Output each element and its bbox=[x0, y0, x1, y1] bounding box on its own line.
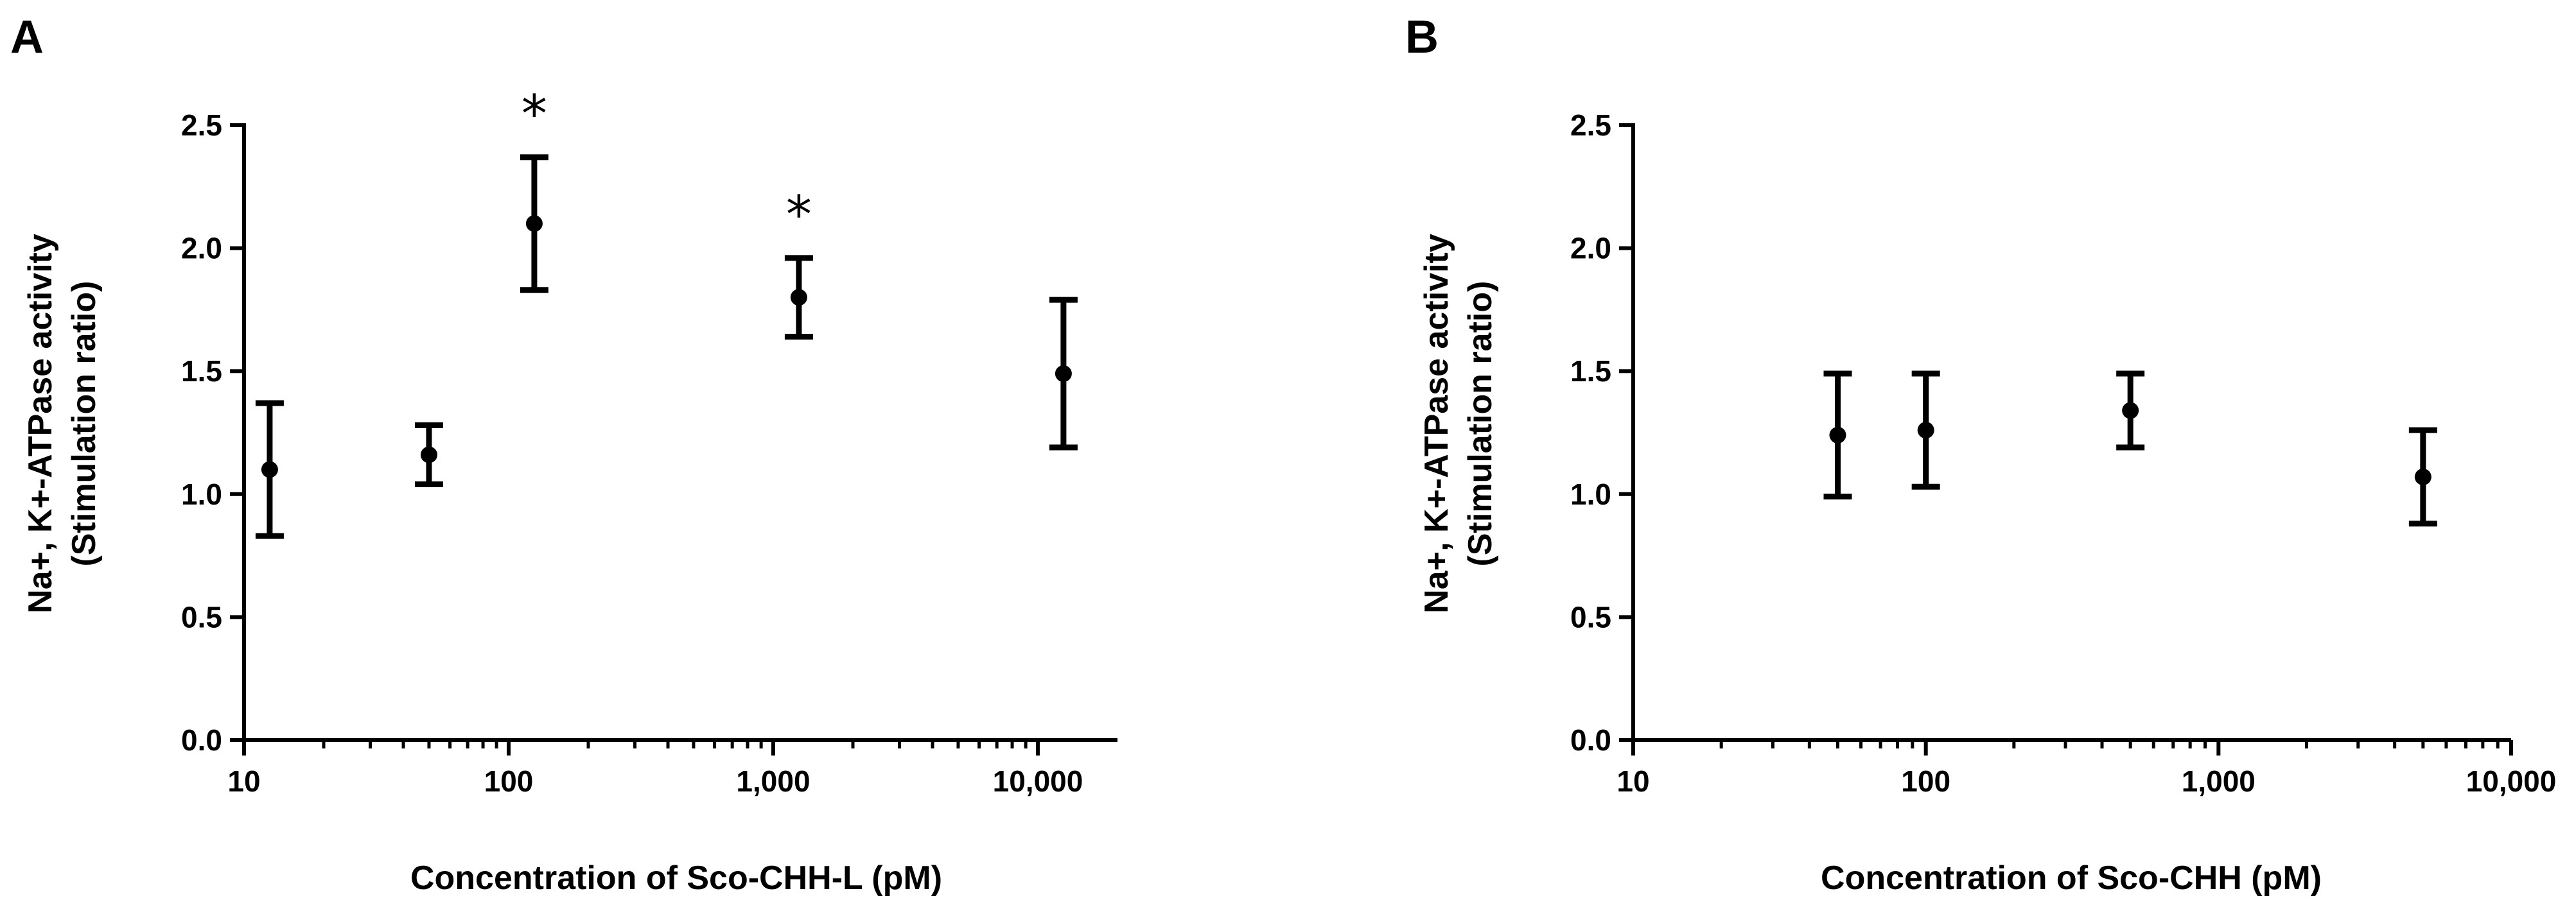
panel-b-y-axis-title-line1: Na+, K+-ATPase activity bbox=[1418, 234, 1455, 614]
panel-a-significance-marker: * bbox=[786, 185, 812, 245]
panel-a-x-tick-label: 1,000 bbox=[736, 764, 810, 798]
panel-b-y-tick-label: 1.0 bbox=[1570, 478, 1611, 511]
panel-a-y-axis-title-line1: Na+, K+-ATPase activity bbox=[22, 234, 59, 614]
panel-b: B 0.0 0.5 1.0 1.5 2.0 2.5 10 100 1,000 10,000 Con… bbox=[1405, 12, 2556, 897]
panel-b-x-axis-title: Concentration of Sco-CHH (pM) bbox=[1821, 859, 2322, 897]
panel-a-x-tick-label: 10,000 bbox=[993, 764, 1083, 798]
panel-a-significance-marker: * bbox=[521, 84, 547, 144]
panel-b-y-tick-label: 0.0 bbox=[1570, 723, 1611, 757]
panel-b-x-tick-label: 1,000 bbox=[2182, 764, 2256, 798]
panel-b-y-axis-title-line2: (Stimulation ratio) bbox=[1462, 281, 1499, 567]
panel-b-letter: B bbox=[1405, 12, 1439, 63]
panel-a-x-tick-label: 10 bbox=[227, 764, 260, 798]
panel-a-x-tick-label: 100 bbox=[484, 764, 534, 798]
panel-a-data-point bbox=[261, 461, 278, 478]
panel-b-y-tick-label: 1.5 bbox=[1570, 354, 1611, 388]
panel-a-y-tick-label: 1.5 bbox=[181, 354, 222, 388]
plot-a-area: 0.0 0.5 1.0 1.5 2.0 2.5 10 100 1,000 10,000 * * bbox=[181, 84, 1117, 798]
panel-a-x-axis-title: Concentration of Sco-CHH-L (pM) bbox=[410, 859, 942, 897]
panel-a-y-tick-label: 0.0 bbox=[181, 723, 222, 757]
panel-b-data-point bbox=[2414, 468, 2431, 485]
panel-a-y-tick-label: 1.0 bbox=[181, 478, 222, 511]
panel-a-y-tick-label: 2.0 bbox=[181, 232, 222, 265]
panel-a-y-axis-title: Na+, K+-ATPase activity (Stimulation rat… bbox=[22, 234, 103, 614]
panel-b-y-tick-label: 2.0 bbox=[1570, 232, 1611, 265]
panel-a: A 0.0 0.5 1.0 1.5 2.0 2.5 10 100 1,000 10,000 * * C… bbox=[10, 12, 1117, 897]
panel-a-y-axis-title-line2: (Stimulation ratio) bbox=[66, 281, 103, 567]
plot-b-area: 0.0 0.5 1.0 1.5 2.0 2.5 10 100 1,000 10,000 bbox=[1570, 108, 2556, 798]
panel-a-data-point bbox=[790, 289, 807, 306]
panel-a-y-tick-label: 2.5 bbox=[181, 108, 222, 142]
panel-b-y-tick-label: 0.5 bbox=[1570, 600, 1611, 634]
panel-a-data-point bbox=[420, 446, 437, 463]
panel-b-x-tick-label: 10 bbox=[1617, 764, 1649, 798]
panel-b-data-point bbox=[2122, 402, 2139, 419]
panel-a-data-point bbox=[525, 215, 543, 232]
panel-b-y-tick-label: 2.5 bbox=[1570, 108, 1611, 142]
panel-b-x-tick-label: 10,000 bbox=[2466, 764, 2557, 798]
panel-a-data-point bbox=[1055, 365, 1072, 383]
panel-b-data-point bbox=[1829, 426, 1846, 444]
panel-b-x-tick-label: 100 bbox=[1901, 764, 1950, 798]
panel-a-y-tick-label: 0.5 bbox=[181, 600, 222, 634]
panel-b-y-axis-title: Na+, K+-ATPase activity (Stimulation rat… bbox=[1418, 234, 1499, 614]
panel-b-data-point bbox=[1917, 422, 1934, 439]
panel-a-letter: A bbox=[10, 12, 44, 63]
